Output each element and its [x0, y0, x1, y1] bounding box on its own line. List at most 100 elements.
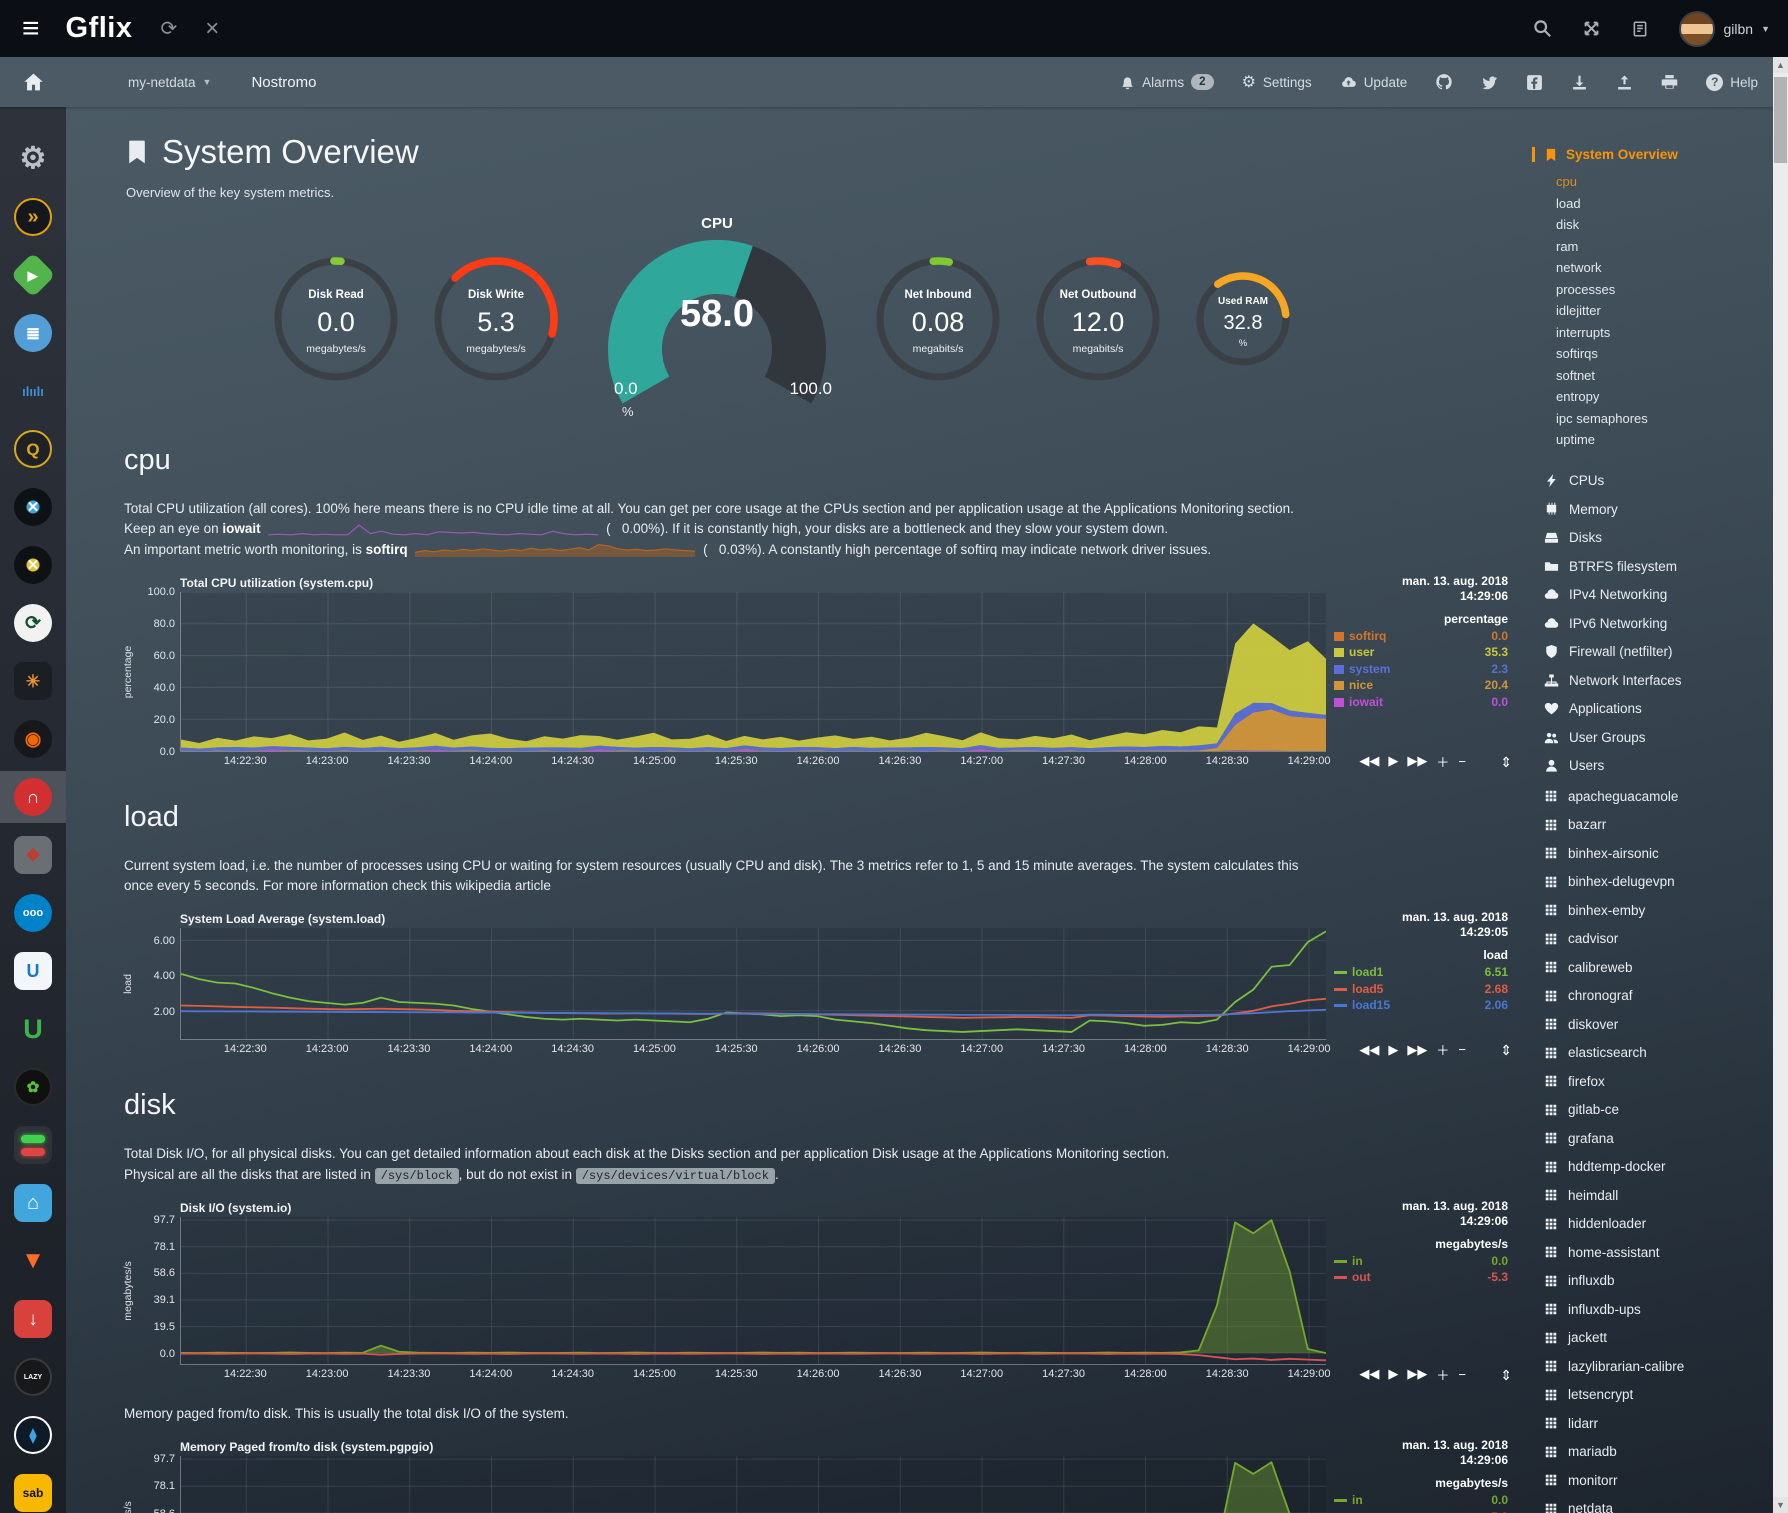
toc-section-cpus[interactable]: CPUs	[1544, 467, 1770, 496]
hamburger-menu-icon[interactable]: ≡	[22, 11, 40, 45]
chart-zoom-out-button[interactable]: −	[1458, 753, 1466, 769]
toc-app-heimdall[interactable]: heimdall	[1544, 1181, 1770, 1210]
sidebar-app-monitorr[interactable]	[0, 1119, 66, 1171]
toc-item-network[interactable]: network	[1556, 260, 1602, 275]
settings-button[interactable]: ⚙ Settings	[1241, 74, 1312, 91]
chart-play-button[interactable]: ▶	[1388, 753, 1399, 769]
upload-icon[interactable]	[1602, 57, 1647, 107]
toc-item-cpu[interactable]: cpu	[1556, 174, 1577, 189]
toc-app-bazarr[interactable]: bazarr	[1544, 811, 1770, 840]
fullscreen-icon[interactable]	[1582, 19, 1601, 38]
toc-app-monitorr[interactable]: monitorr	[1544, 1466, 1770, 1495]
chart-resize-handle[interactable]: ⇕	[1500, 753, 1512, 770]
toc-item-processes[interactable]: processes	[1556, 281, 1616, 297]
hostname[interactable]: Nostromo	[251, 73, 317, 91]
user-menu[interactable]: gilbn ▼	[1679, 10, 1770, 47]
legend-item-softirq[interactable]: softirq 0.0	[1334, 628, 1508, 645]
scrollbar-thumb[interactable]	[1774, 77, 1787, 163]
page-scrollbar[interactable]: ▲ ▼	[1773, 57, 1788, 1513]
legend-item-out[interactable]: out-5.2	[1334, 1509, 1508, 1513]
sidebar-app-radarr-blue[interactable]: ✕	[0, 481, 66, 533]
host-selector[interactable]: my-netdata ▼	[128, 74, 212, 90]
chart-pan-forward-button[interactable]: ▶▶	[1407, 1366, 1428, 1382]
sidebar-app-home-assistant[interactable]: ⌂	[0, 1177, 66, 1229]
chart-plot-area[interactable]	[180, 928, 1326, 1041]
twitter-icon[interactable]	[1467, 57, 1512, 107]
sidebar-app-airsonic[interactable]: ılıılı	[0, 365, 66, 417]
toc-app-letsencrypt[interactable]: letsencrypt	[1544, 1381, 1770, 1410]
toc-app-mariadb[interactable]: mariadb	[1544, 1438, 1770, 1467]
legend-item-in[interactable]: in 0.0	[1334, 1253, 1508, 1270]
toc-section-users[interactable]: Users	[1544, 752, 1770, 781]
toc-app-influxdb-ups[interactable]: influxdb-ups	[1544, 1295, 1770, 1324]
chart-plot-area[interactable]	[180, 1456, 1326, 1513]
chart-resize-handle[interactable]: ⇕	[1500, 1366, 1512, 1383]
chart-zoom-in-button[interactable]: ＋	[1436, 754, 1450, 770]
sidebar-app-nextcloud[interactable]: ooo	[0, 887, 66, 939]
toc-app-gitlab-ce[interactable]: gitlab-ce	[1544, 1096, 1770, 1125]
toc-app-elasticsearch[interactable]: elasticsearch	[1544, 1039, 1770, 1068]
sidebar-app-grafana[interactable]: ◉	[0, 713, 66, 765]
toc-app-influxdb[interactable]: influxdb	[1544, 1267, 1770, 1296]
toc-header-system-overview[interactable]: System Overview	[1532, 147, 1770, 162]
toc-item-softnet[interactable]: softnet	[1556, 367, 1596, 383]
sidebar-app-unifi[interactable]: U	[0, 945, 66, 997]
toc-item-load[interactable]: load	[1556, 195, 1581, 211]
alarms-button[interactable]: Alarms 2	[1106, 57, 1227, 107]
help-button[interactable]: ? Help	[1692, 57, 1788, 107]
chart-pan-backward-button[interactable]: ◀◀	[1359, 753, 1380, 769]
toc-item-interrupts[interactable]: interrupts	[1556, 324, 1611, 340]
legend-item-load5[interactable]: load5 2.68	[1334, 981, 1508, 998]
update-button[interactable]: Update	[1326, 57, 1422, 107]
legend-item-load15[interactable]: load15 2.06	[1334, 997, 1508, 1014]
toc-section-firewall-netfilter-[interactable]: Firewall (netfilter)	[1544, 638, 1770, 667]
toc-section-user-groups[interactable]: User Groups	[1544, 723, 1770, 752]
chart-plot-area[interactable]	[180, 591, 1326, 752]
search-icon[interactable]	[1533, 19, 1552, 38]
toc-app-lazylibrarian-calibre[interactable]: lazylibrarian-calibre	[1544, 1352, 1770, 1381]
toc-app-diskover[interactable]: diskover	[1544, 1010, 1770, 1039]
toc-section-btrfs-filesystem[interactable]: BTRFS filesystem	[1544, 552, 1770, 581]
sidebar-app-plex[interactable]: »	[0, 191, 66, 243]
toc-app-jackett[interactable]: jackett	[1544, 1324, 1770, 1353]
refresh-icon[interactable]: ⟳	[160, 18, 178, 40]
toc-section-memory[interactable]: Memory	[1544, 495, 1770, 524]
toc-item-ram[interactable]: ram	[1556, 238, 1579, 254]
chart-pan-forward-button[interactable]: ▶▶	[1407, 753, 1428, 769]
sidebar-app-radarr-yellow[interactable]: ✕	[0, 539, 66, 591]
legend-item-load1[interactable]: load1 6.51	[1334, 964, 1508, 981]
gauge-net-outbound[interactable]: Net Outbound 12.0 megabits/s	[1034, 255, 1162, 383]
sidebar-app-nodes[interactable]: ✳	[0, 655, 66, 707]
chart-zoom-in-button[interactable]: ＋	[1436, 1043, 1450, 1059]
sidebar-app-green-u[interactable]: U	[0, 1003, 66, 1055]
toc-app-hiddenloader[interactable]: hiddenloader	[1544, 1210, 1770, 1239]
sidebar-app-calibre-web[interactable]: ≣	[0, 307, 66, 359]
chart-pan-backward-button[interactable]: ◀◀	[1359, 1041, 1380, 1057]
scroll-up-arrow[interactable]: ▲	[1773, 57, 1788, 73]
sidebar-app-lazylibrarian[interactable]: LAZY	[0, 1351, 66, 1403]
toc-app-binhex-delugevpn[interactable]: binhex-delugevpn	[1544, 868, 1770, 897]
toc-section-network-interfaces[interactable]: Network Interfaces	[1544, 666, 1770, 695]
toc-app-calibreweb[interactable]: calibreweb	[1544, 953, 1770, 982]
legend-item-in[interactable]: in 0.0	[1334, 1492, 1508, 1509]
chart-play-button[interactable]: ▶	[1388, 1041, 1399, 1057]
gauge-used-ram[interactable]: Used RAM 32.8%	[1194, 270, 1292, 368]
toc-app-hddtemp-docker[interactable]: hddtemp-docker	[1544, 1153, 1770, 1182]
toc-section-applications[interactable]: Applications	[1544, 695, 1770, 724]
toc-item-entropy[interactable]: entropy	[1556, 389, 1600, 404]
chart-zoom-in-button[interactable]: ＋	[1436, 1367, 1450, 1383]
toc-app-chronograf[interactable]: chronograf	[1544, 982, 1770, 1011]
toc-item-uptime[interactable]: uptime	[1556, 432, 1596, 447]
sidebar-app-swirl[interactable]: ⟳	[0, 597, 66, 649]
home-icon[interactable]	[0, 72, 66, 93]
sidebar-app-plate[interactable]: ✿	[0, 1061, 66, 1113]
toc-item-disk[interactable]: disk	[1556, 217, 1580, 232]
toc-section-ipv4-networking[interactable]: IPv4 Networking	[1544, 581, 1770, 610]
gauge-disk-read[interactable]: Disk Read 0.0 megabytes/s	[272, 255, 400, 383]
toc-item-softirqs[interactable]: softirqs	[1556, 346, 1598, 361]
toc-item-idlejitter[interactable]: idlejitter	[1556, 303, 1601, 318]
sidebar-app-red-downloader[interactable]: ↓	[0, 1293, 66, 1345]
sidebar-app-drop[interactable]: ⧫	[0, 1409, 66, 1461]
chart-plot-area[interactable]	[180, 1216, 1326, 1365]
app-logo[interactable]: Gflix	[65, 12, 133, 44]
